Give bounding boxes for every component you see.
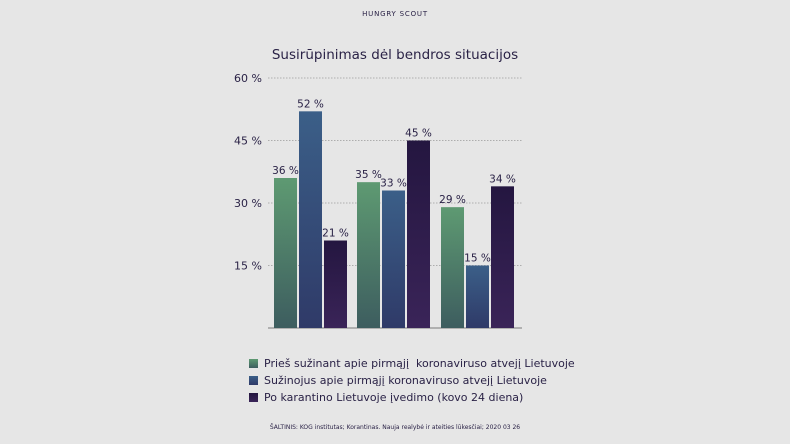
legend-swatch: [249, 393, 258, 402]
legend-item: Prieš sužinant apie pirmąjį koronaviruso…: [249, 355, 575, 372]
data-label: 52 %: [297, 98, 324, 110]
legend-item: Sužinojus apie pirmąjį koronaviruso atve…: [249, 372, 575, 389]
y-tick-label: 60 %: [234, 72, 262, 85]
legend: Prieš sužinant apie pirmąjį koronaviruso…: [249, 355, 575, 406]
brand-logo: HUNGRY SCOUT: [362, 10, 428, 18]
data-label: 34 %: [489, 173, 516, 185]
bar: [274, 178, 297, 328]
legend-label: Po karantino Lietuvoje įvedimo (kovo 24 …: [264, 391, 524, 404]
chart-title: Susirūpinimas dėl bendros situacijos: [272, 47, 518, 63]
bar-chart: Susirūpinimas dėl bendros situacijos 15 …: [234, 47, 522, 329]
legend-swatch: [249, 376, 258, 385]
y-tick-label: 30 %: [234, 197, 262, 210]
bar: [491, 186, 514, 328]
data-label: 21 %: [322, 228, 349, 240]
legend-swatch: [249, 359, 258, 368]
bar: [466, 265, 489, 328]
source-note: ŠALTINIS: KOG institutas; Korantinas. Na…: [269, 424, 521, 431]
data-label: 35 %: [355, 169, 382, 181]
data-label: 36 %: [272, 165, 299, 177]
bar: [357, 182, 380, 328]
bars: [274, 111, 514, 328]
data-labels: 36 % 35 % 29 % 52 % 33 % 15 % 21 % 45 % 34 %: [272, 98, 516, 264]
bar: [299, 111, 322, 328]
legend-label: Sužinojus apie pirmąjį koronaviruso atve…: [264, 374, 547, 387]
y-tick-label: 45 %: [234, 135, 262, 148]
data-label: 45 %: [405, 128, 432, 140]
bar: [382, 190, 405, 328]
y-tick-label: 15 %: [234, 260, 262, 273]
bar: [324, 240, 347, 328]
data-label: 33 %: [380, 178, 407, 190]
legend-label: Prieš sužinant apie pirmąjį koronaviruso…: [264, 357, 575, 370]
bar: [441, 207, 464, 328]
y-axis: 15 % 30 % 45 % 60 %: [234, 72, 262, 273]
data-label: 29 %: [439, 194, 466, 206]
legend-item: Po karantino Lietuvoje įvedimo (kovo 24 …: [249, 389, 575, 406]
bar: [407, 140, 430, 328]
data-label: 15 %: [464, 253, 491, 265]
